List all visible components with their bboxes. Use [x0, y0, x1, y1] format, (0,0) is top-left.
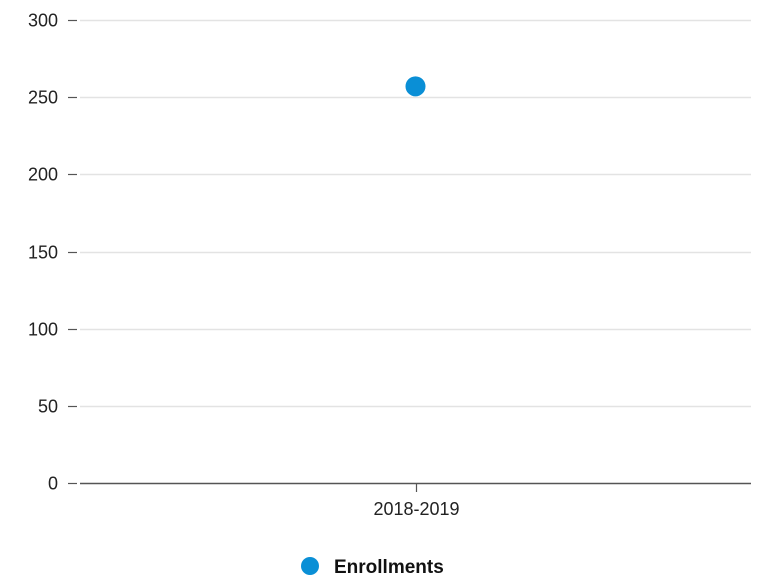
- y-tick-label: 300: [28, 11, 58, 31]
- legend-marker: [301, 557, 319, 575]
- data-points: [405, 76, 426, 97]
- y-tick-label: 250: [28, 88, 58, 108]
- y-tick-label: 0: [48, 474, 58, 494]
- x-tick-label: 2018-2019: [373, 499, 459, 519]
- legend: Enrollments: [301, 557, 444, 578]
- axes: 0 50 100 150 200 250 300 2018-2019: [28, 11, 751, 519]
- gridlines: [80, 19, 751, 408]
- y-tick-label: 50: [38, 397, 58, 417]
- data-point: [405, 76, 426, 97]
- y-tick-label: 200: [28, 165, 58, 185]
- legend-label: Enrollments: [334, 557, 444, 578]
- y-tick-label: 100: [28, 320, 58, 340]
- y-tick-label: 150: [28, 243, 58, 263]
